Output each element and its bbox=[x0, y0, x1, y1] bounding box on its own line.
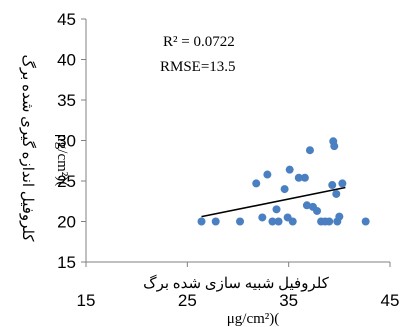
y-axis-unit: μg/cm²)( bbox=[54, 134, 70, 187]
data-point bbox=[236, 217, 245, 226]
data-point bbox=[274, 217, 283, 226]
chart-frame bbox=[85, 19, 390, 263]
y-tick-label: 35 bbox=[57, 91, 76, 110]
y-tick-label: 15 bbox=[57, 253, 76, 272]
data-point bbox=[258, 213, 267, 222]
data-point bbox=[280, 185, 289, 194]
data-point bbox=[305, 146, 314, 155]
data-point bbox=[335, 212, 344, 221]
data-points bbox=[197, 137, 370, 226]
data-point bbox=[252, 179, 261, 188]
x-tick-label: 15 bbox=[77, 291, 96, 310]
x-tick-label: 35 bbox=[279, 291, 298, 310]
x-tick-label: 25 bbox=[178, 291, 197, 310]
y-tick-label: 40 bbox=[57, 51, 76, 70]
data-point bbox=[300, 173, 309, 182]
y-tick-label: 25 bbox=[57, 172, 76, 191]
trendline-layer bbox=[201, 186, 346, 218]
data-point bbox=[197, 217, 206, 226]
data-point bbox=[285, 165, 294, 174]
data-point bbox=[272, 205, 281, 214]
data-point bbox=[268, 217, 277, 226]
y-axis-title: کلروفیل اندازه گیری شده برگ bbox=[19, 54, 37, 242]
data-point bbox=[338, 179, 347, 188]
data-point bbox=[332, 189, 341, 198]
data-point bbox=[361, 217, 370, 226]
r-squared-annotation: R² = 0.0722 bbox=[163, 34, 235, 50]
data-point bbox=[328, 181, 337, 190]
data-point bbox=[294, 173, 303, 182]
y-tick-label: 45 bbox=[57, 10, 76, 29]
data-point bbox=[302, 201, 311, 210]
data-point bbox=[288, 217, 297, 226]
x-tick-labels: 15 25 35 45 bbox=[77, 262, 400, 310]
data-point bbox=[325, 217, 334, 226]
y-tick-label: 20 bbox=[57, 213, 76, 232]
y-tick-label: 30 bbox=[57, 132, 76, 151]
linear-trendline bbox=[201, 186, 346, 218]
rmse-annotation: RMSE=13.5 bbox=[160, 59, 236, 75]
x-axis-unit: μg/cm²)( bbox=[227, 311, 280, 327]
data-point bbox=[263, 170, 272, 179]
x-axis-title: کلروفیل شبیه سازی شده برگ bbox=[143, 274, 330, 292]
data-point bbox=[330, 142, 339, 151]
y-tick-labels: 15 20 25 30 35 40 45 bbox=[57, 10, 86, 272]
x-tick-label: 45 bbox=[381, 291, 400, 310]
data-point bbox=[313, 206, 322, 215]
data-point bbox=[211, 217, 220, 226]
